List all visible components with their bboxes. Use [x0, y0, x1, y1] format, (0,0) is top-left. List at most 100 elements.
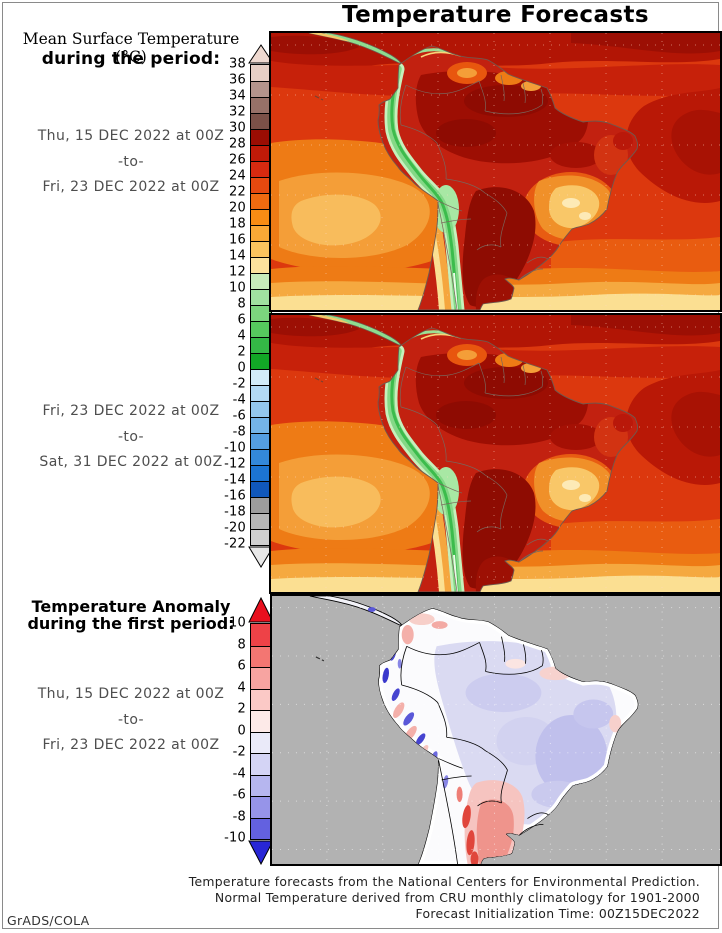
colorbar-tick-label: 36 — [229, 72, 246, 88]
colorbar-band — [251, 513, 271, 529]
anomaly-colorbar-bands — [250, 623, 272, 840]
temperature-colorbar: 38 36 34 32 30 28 26 24 22 20 18 16 14 12 10 8 6 4 2 0 -2 -4-… — [224, 44, 274, 568]
colorbar-tick-label: 10 — [229, 280, 246, 296]
colorbar-tick-label: 8 — [237, 637, 246, 652]
colorbar-tick-label: 2 — [237, 701, 246, 717]
colorbar-tick-label: 12 — [229, 264, 246, 280]
colorbar-band — [251, 401, 271, 417]
period2-from: Fri, 23 DEC 2022 at 00Z — [42, 403, 220, 419]
colorbar-tick-label: 10 — [229, 615, 246, 631]
period1-separator: -to- — [117, 154, 145, 170]
colorbar-band — [251, 385, 271, 401]
colorbar-tick-label: -16 — [224, 488, 246, 504]
colorbar-tick-label: -20 — [224, 520, 246, 536]
map-temperature-period1 — [269, 31, 722, 312]
colorbar-tick-label: 14 — [229, 248, 246, 264]
colorbar-tick-label: -18 — [224, 504, 246, 520]
colorbar-band — [251, 65, 271, 81]
colorbar-band — [251, 774, 271, 796]
colorbar-band — [251, 353, 271, 369]
colorbar-band — [251, 433, 271, 449]
colorbar-arrow-down-icon — [248, 840, 274, 865]
colorbar-band — [251, 97, 271, 113]
map-temperature-anomaly — [270, 594, 722, 866]
anomaly-heading: Temperature Anomaly during the first per… — [8, 598, 254, 632]
colorbar-band — [251, 645, 271, 667]
colorbar-band — [251, 129, 271, 145]
colorbar-band — [251, 667, 271, 689]
colorbar-band — [251, 81, 271, 97]
colorbar-tick-label: 4 — [237, 328, 246, 344]
colorbar-tick-label: -2 — [232, 376, 246, 392]
colorbar-tick-label: -8 — [232, 424, 246, 440]
colorbar-tick-label: 30 — [229, 120, 246, 136]
colorbar-tick-label: 18 — [229, 216, 246, 232]
anomaly-colorbar: 10 8 6 4 2 0 -2 -4 -6 -8 -10 — [224, 597, 274, 865]
colorbar-tick-label: -6 — [232, 787, 246, 803]
period1-from: Thu, 15 DEC 2022 at 00Z — [37, 128, 225, 144]
colorbar-band — [251, 337, 271, 353]
footer-line-init-time: Forecast Initialization Time: 00Z15DEC20… — [415, 906, 700, 922]
surface-temp-subheading: during the period: — [41, 49, 221, 69]
colorbar-band — [251, 753, 271, 775]
colorbar-band — [251, 289, 271, 305]
colorbar-tick-label: 28 — [229, 136, 246, 152]
colorbar-band — [251, 177, 271, 193]
colorbar-tick-label: 26 — [229, 152, 246, 168]
colorbar-band — [251, 624, 271, 646]
colorbar-tick-label: -22 — [224, 536, 246, 552]
colorbar-band — [251, 193, 271, 209]
anomaly-heading-line1: Temperature Anomaly — [31, 597, 231, 616]
colorbar-band — [251, 321, 271, 337]
colorbar-tick-label: -12 — [224, 456, 246, 472]
colorbar-tick-label: 0 — [237, 360, 246, 376]
colorbar-tick-label: 0 — [237, 723, 246, 738]
footer-line-source: Temperature forecasts from the National … — [188, 874, 700, 889]
colorbar-tick-label: 24 — [229, 168, 246, 184]
period3-separator: -to- — [117, 712, 145, 728]
period2-to: Sat, 31 DEC 2022 at 00Z — [39, 454, 223, 470]
south-america-temperature-map-2 — [271, 315, 720, 592]
anomaly-heading-line2: during the first period: — [27, 614, 235, 633]
south-america-anomaly-map — [272, 596, 720, 864]
page-title: Temperature Forecasts — [342, 2, 649, 28]
colorbar-band — [251, 257, 271, 273]
map-temperature-period2 — [269, 313, 722, 594]
colorbar-tick-label: -4 — [232, 766, 246, 781]
footer-attribution: Temperature forecasts from the National … — [189, 874, 700, 923]
colorbar-band — [251, 449, 271, 465]
colorbar-band — [251, 113, 271, 129]
period3-to: Fri, 23 DEC 2022 at 00Z — [42, 737, 220, 753]
colorbar-band — [251, 145, 271, 161]
colorbar-tick-label: -2 — [232, 744, 246, 760]
south-america-temperature-map-1 — [271, 33, 720, 310]
colorbar-tick-label: 16 — [229, 232, 246, 248]
colorbar-band — [251, 273, 271, 289]
colorbar-arrow-up-icon — [248, 597, 274, 623]
colorbar-tick-label: 32 — [229, 104, 246, 120]
colorbar-band — [251, 731, 271, 753]
temperature-colorbar-bands — [250, 64, 272, 546]
colorbar-band — [251, 688, 271, 710]
colorbar-band — [251, 817, 271, 839]
colorbar-arrow-down-icon — [248, 546, 274, 568]
colorbar-arrow-up-icon — [248, 44, 274, 64]
colorbar-band — [251, 369, 271, 385]
colorbar-band — [251, 161, 271, 177]
colorbar-band — [251, 225, 271, 241]
colorbar-band — [251, 481, 271, 497]
period2-separator: -to- — [117, 429, 145, 445]
colorbar-band — [251, 305, 271, 321]
colorbar-tick-label: -6 — [232, 408, 246, 424]
colorbar-tick-label: 4 — [237, 680, 246, 695]
colorbar-tick-label: -10 — [224, 830, 246, 846]
colorbar-tick-label: 6 — [237, 312, 246, 328]
colorbar-band — [251, 241, 271, 257]
colorbar-tick-label: -14 — [224, 472, 246, 488]
colorbar-band — [251, 796, 271, 818]
period1-to: Fri, 23 DEC 2022 at 00Z — [42, 179, 220, 195]
colorbar-band — [251, 710, 271, 732]
grads-cola-watermark: GrADS/COLA — [7, 913, 90, 928]
surface-temp-heading: Mean Surface Temperature (°C) — [22, 30, 240, 66]
